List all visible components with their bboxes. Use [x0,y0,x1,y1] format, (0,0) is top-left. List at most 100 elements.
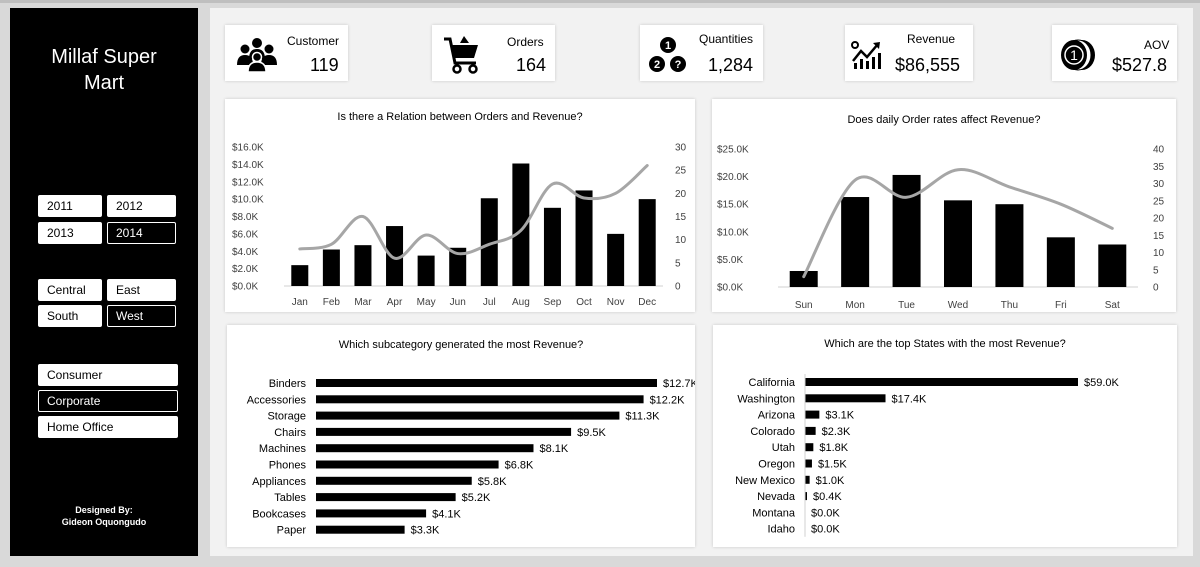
y2-tick-label: 0 [1153,283,1159,294]
y2-tick-label: 30 [675,143,687,154]
bar-sep [543,207,561,286]
x-tick-label: Fri [1055,300,1067,311]
category-label: Arizona [758,410,796,422]
window-top-border [0,0,1200,3]
kpi-revenue-value: $86,555 [895,55,961,75]
category-label: Idaho [767,524,795,536]
y2-tick-label: 5 [675,258,681,269]
region-slicer-central[interactable]: Central [38,279,102,301]
category-label: Phones [269,460,307,472]
category-label: Washington [737,393,795,405]
orders-line [802,168,1114,279]
bar-dec [638,199,656,286]
data-label: $5.8K [478,476,507,488]
segment-slicer-corporate[interactable]: Corporate [38,390,178,412]
chart-card-monthly: Is there a Relation between Orders and R… [225,99,695,312]
bar-wed [944,200,972,287]
x-tick-label: Mar [354,297,372,308]
category-label: New Mexico [735,475,795,487]
bar-phones [316,460,499,469]
y-tick-label: $10.0K [717,227,749,238]
svg-text:1: 1 [665,40,671,52]
bar-utah [805,443,814,452]
kpi-orders-label: Orders [507,35,544,49]
category-label: Montana [752,507,796,519]
data-label: $59.0K [1084,377,1120,389]
segment-slicer-consumer[interactable]: Consumer [38,364,178,386]
bar-mar [354,245,372,286]
y2-tick-label: 0 [675,282,681,293]
y-tick-label: $6.0K [232,229,258,240]
kpi-card-quantities: 1 2 ? Quantities 1,284 [640,25,763,81]
y2-tick-label: 15 [675,212,687,223]
y2-tick-label: 15 [1153,231,1165,242]
x-tick-label: Feb [323,297,341,308]
growth-chart-icon [851,41,881,69]
x-tick-label: Thu [1001,300,1018,311]
chart-card-subcategory: Which subcategory generated the most Rev… [227,325,695,547]
app-title: Millaf Super Mart [10,44,198,96]
bar-new-mexico [805,475,810,484]
x-tick-label: Sun [795,300,813,311]
y-tick-label: $12.0K [232,177,264,188]
bar-thu [995,204,1024,287]
category-label: Utah [772,442,795,454]
data-label: $11.3K [625,411,660,423]
chart-monthly: $0.0K $2.0K $4.0K $6.0K $8.0K $10.0K $12.0K $14… [232,143,687,309]
x-tick-label: Apr [387,297,403,308]
year-slicer-2014[interactable]: 2014 [107,222,176,244]
bar-colorado [805,426,816,435]
data-label: $6.8K [505,460,534,472]
y2-tick-label: 5 [1153,265,1159,276]
data-label: $1.5K [818,459,847,471]
y2-tick-label: 20 [1153,214,1165,225]
y-tick-label: $20.0K [717,172,749,183]
bar-accessories [316,395,644,404]
y2-tick-label: 10 [675,235,687,246]
bar-oregon [805,459,812,468]
year-slicer-2011[interactable]: 2011 [38,195,102,217]
x-tick-label: Sep [544,297,562,308]
bar-nov [607,233,625,286]
coins-icon: 1 [1061,39,1095,71]
bar-sat [1098,244,1127,287]
data-label: $5.2K [462,492,491,504]
bar-may [417,255,435,286]
x-tick-label: Tue [898,300,915,311]
segment-slicer-home-office[interactable]: Home Office [38,416,178,438]
kpi-card-aov: 1 AOV $527.8 [1052,25,1177,81]
chart-title-daily: Does daily Order rates affect Revenue? [847,114,1041,126]
year-slicer-2013[interactable]: 2013 [38,222,102,244]
bar-arizona [805,410,820,419]
chart-states: California $59.0K Washington $17.4K Arizona $… [735,374,1120,537]
x-tick-label: Jun [450,297,466,308]
data-label: $4.1K [432,508,461,520]
x-tick-label: Wed [948,300,968,311]
x-tick-label: Dec [638,297,656,308]
chart-title-subcategory: Which subcategory generated the most Rev… [338,339,584,351]
region-slicer-south[interactable]: South [38,305,102,327]
kpi-customer-value: 119 [310,55,339,75]
data-label: $2.3K [822,426,851,438]
kpi-revenue-label: Revenue [907,32,956,46]
data-label: $3.1K [825,410,854,422]
bar-nevada [805,492,807,501]
x-tick-label: Aug [512,297,530,308]
kpi-card-customer: Customer 119 [225,25,348,81]
app-title-line2: Mart [84,72,124,94]
y-tick-label: $4.0K [232,247,258,258]
year-slicer-2012[interactable]: 2012 [107,195,176,217]
category-label: Accessories [247,394,307,406]
x-tick-label: Sat [1105,300,1120,311]
chart-card-daily: Does daily Order rates affect Revenue? $… [712,99,1176,312]
numbers-icon: 1 2 ? [649,37,686,72]
bar-aug [512,163,530,286]
bar-storage [316,411,620,420]
orders-line [298,164,649,260]
people-icon [237,38,277,73]
bar-bookcases [316,509,427,518]
y-tick-label: $5.0K [717,255,743,266]
region-slicer-east[interactable]: East [107,279,176,301]
region-slicer-west[interactable]: West [107,305,176,327]
coin-label: 1 [1070,47,1078,63]
